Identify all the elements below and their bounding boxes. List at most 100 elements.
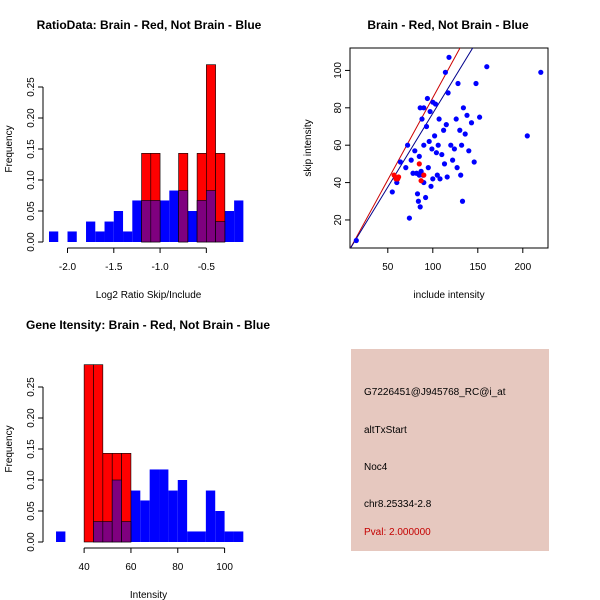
x-tick-label: 100: [216, 562, 233, 573]
brain-point: [421, 172, 427, 178]
chart-title: Gene Itensity: Brain - Red, Not Brain - …: [26, 318, 270, 332]
not-brain-point: [424, 95, 430, 102]
location-text: chr8.25334-2.8: [364, 499, 432, 510]
y-tick-label: 0.15: [26, 439, 37, 459]
not-brain-point: [417, 204, 423, 210]
not-brain-point: [435, 142, 441, 148]
not-brain-point: [430, 176, 436, 182]
x-axis-label: Log2 Ratio Skip/Include: [96, 290, 202, 301]
brain-point: [416, 161, 422, 167]
overlap-bar: [93, 521, 104, 543]
not-brain-point: [443, 122, 449, 128]
y-tick-label: 0.25: [26, 377, 37, 397]
not-brain-point: [448, 142, 454, 148]
not-brain-bar: [205, 490, 216, 542]
y-tick-label: 80: [333, 102, 344, 114]
not-brain-point: [405, 142, 411, 148]
not-brain-point: [458, 172, 464, 178]
not-brain-point: [432, 101, 439, 107]
not-brain-point: [434, 172, 440, 178]
not-brain-point: [437, 176, 443, 182]
pval-text: Pval: 2.000000: [364, 527, 431, 538]
not-brain-point: [444, 174, 450, 180]
not-brain-bar: [49, 231, 59, 242]
x-tick-label: 40: [79, 562, 91, 573]
x-tick-label: 100: [424, 262, 441, 273]
not-brain-point: [414, 191, 421, 197]
not-brain-point: [464, 112, 470, 118]
not-brain-point: [459, 142, 465, 148]
not-brain-bar: [113, 211, 124, 242]
y-tick-label: 60: [333, 139, 344, 151]
x-tick-label: -2.0: [59, 262, 77, 273]
overlap-bar: [196, 200, 207, 243]
overlap-bar: [102, 521, 113, 543]
probe-id-text: G7226451@J945768_RC@i_at: [364, 387, 506, 398]
not-brain-point: [439, 151, 445, 158]
overlap-bar: [111, 479, 122, 543]
y-axis-label: skip intensity: [303, 119, 314, 176]
not-brain-point: [453, 116, 459, 122]
not-brain-point: [457, 127, 463, 133]
y-tick-label: 0.10: [26, 170, 37, 190]
not-brain-point: [445, 90, 451, 96]
overlap-bar: [150, 200, 161, 243]
y-tick-label: 100: [333, 62, 344, 79]
ratio-histogram-panel: RatioData: Brain - Red, Not Brain - Blue…: [4, 18, 262, 301]
brain-point: [396, 174, 402, 180]
not-brain-point: [389, 189, 395, 195]
not-brain-point: [421, 105, 427, 111]
x-tick-label: 50: [382, 262, 394, 273]
not-brain-point: [426, 138, 432, 145]
not-brain-point: [416, 153, 422, 160]
not-brain-point: [429, 146, 435, 152]
overlap-bar: [141, 200, 152, 243]
x-tick-label: 200: [514, 262, 531, 273]
not-brain-fit-line: [350, 48, 474, 248]
y-tick-label: 0.00: [26, 232, 37, 252]
not-brain-bar: [67, 231, 77, 242]
info-panel: G7226451@J945768_RC@i_at altTxStart Noc4…: [351, 349, 549, 551]
brain-point: [418, 178, 424, 184]
not-brain-point: [421, 142, 427, 148]
x-axis-label: Intensity: [130, 590, 167, 600]
not-brain-bar: [140, 500, 150, 542]
y-axis-label: Frequency: [4, 125, 15, 172]
not-brain-point: [425, 165, 431, 171]
overlap-bar: [206, 190, 216, 243]
not-brain-bar: [123, 231, 133, 242]
not-brain-bar: [95, 231, 105, 242]
y-tick-label: 0.00: [26, 532, 37, 552]
intensity-scatter-panel: Brain - Red, Not Brain - Blue include int…: [303, 18, 549, 301]
overlap-bar: [178, 190, 189, 243]
not-brain-bar: [177, 480, 188, 542]
y-tick-label: 0.20: [26, 408, 37, 428]
brain-fit-line: [350, 48, 461, 248]
not-brain-point: [442, 69, 448, 75]
y-tick-label: 0.10: [26, 470, 37, 490]
not-brain-bar: [130, 490, 141, 542]
not-brain-bar: [224, 211, 235, 242]
not-brain-point: [468, 120, 475, 126]
not-brain-bar: [224, 531, 234, 542]
x-tick-label: -1.0: [151, 262, 169, 273]
not-brain-bar: [168, 490, 178, 542]
not-brain-bar: [234, 200, 244, 242]
y-tick-label: 0.25: [26, 77, 37, 97]
not-brain-point: [427, 108, 433, 115]
not-brain-bar: [196, 531, 206, 542]
not-brain-point: [450, 157, 456, 163]
not-brain-point: [353, 237, 359, 244]
not-brain-point: [446, 54, 452, 60]
not-brain-point: [451, 146, 457, 152]
not-brain-bar: [149, 469, 160, 542]
not-brain-point: [524, 133, 530, 139]
not-brain-point: [423, 123, 430, 130]
y-tick-label: 0.05: [26, 201, 37, 221]
not-brain-point: [462, 131, 468, 137]
x-tick-label: 60: [125, 562, 137, 573]
not-brain-bar: [159, 469, 169, 542]
brain-bar: [83, 364, 94, 543]
not-brain-point: [466, 148, 472, 154]
y-tick-label: 0.15: [26, 139, 37, 159]
